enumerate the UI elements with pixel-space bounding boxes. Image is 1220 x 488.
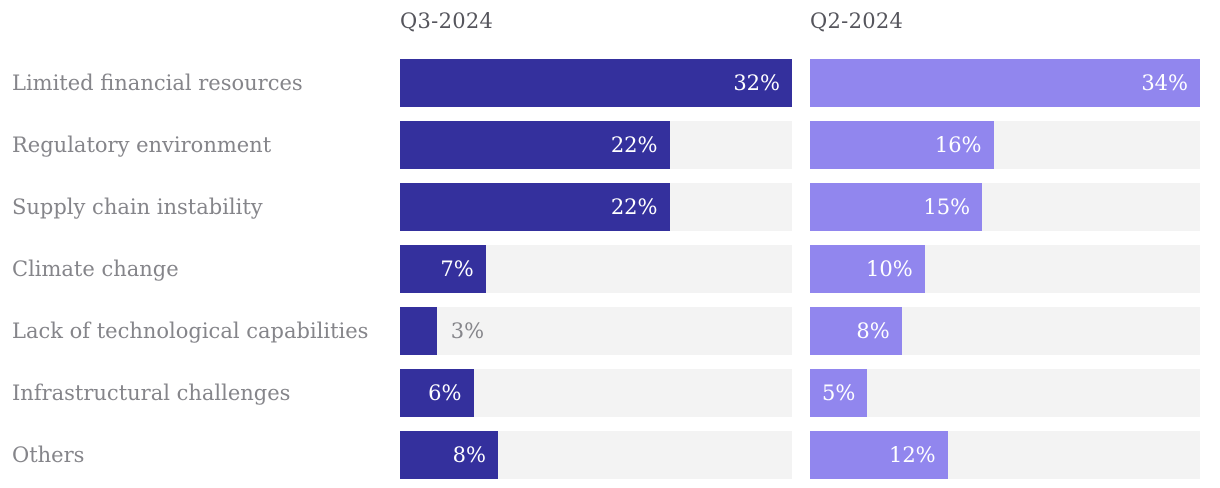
- value-label: 22%: [610, 133, 658, 157]
- category-label: Lack of technological capabilities: [12, 319, 369, 343]
- value-label: 34%: [1141, 71, 1188, 95]
- value-label: 3%: [450, 319, 485, 343]
- bar-track: 7%: [400, 245, 792, 293]
- bar-track: 3%: [400, 307, 792, 355]
- chart-row: Limited financial resources 32% 34%: [0, 52, 1220, 114]
- value-label: 7%: [440, 257, 474, 281]
- column-header-q2-2024: Q2-2024: [810, 9, 904, 33]
- bar-track: 15%: [810, 183, 1200, 231]
- bar-q2-2024: 16%: [810, 121, 994, 169]
- bar-track: 8%: [400, 431, 792, 479]
- value-label: 15%: [923, 195, 971, 219]
- bar-track: 8%: [810, 307, 1200, 355]
- value-label: 12%: [888, 443, 936, 467]
- column-gap: [792, 176, 810, 238]
- value-label: 10%: [866, 257, 913, 281]
- value-label: 6%: [428, 381, 462, 405]
- bar-q3-2024: 22%: [400, 183, 670, 231]
- chart-row: Lack of technological capabilities 3% 8%: [0, 300, 1220, 362]
- bar-q2-2024: 10%: [810, 245, 925, 293]
- column-gap: [792, 9, 810, 52]
- bar-q3-2024: 7%: [400, 245, 486, 293]
- bar-track: 34%: [810, 59, 1200, 107]
- category-label: Supply chain instability: [12, 195, 263, 219]
- value-label: 32%: [733, 71, 780, 95]
- value-label: 8%: [452, 443, 486, 467]
- bar-track: 22%: [400, 183, 792, 231]
- category-label: Regulatory environment: [12, 133, 272, 157]
- bar-q2-2024: 34%: [810, 59, 1200, 107]
- column-gap: [792, 300, 810, 362]
- column-gap: [792, 114, 810, 176]
- bar-rows-container: Limited financial resources 32% 34% Regulat…: [0, 52, 1220, 486]
- chart-row: Climate change 7% 10%: [0, 238, 1220, 300]
- bar-q3-2024: 6%: [400, 369, 474, 417]
- bar-q3-2024: 8%: [400, 431, 498, 479]
- column-gap: [792, 52, 810, 114]
- category-label: Climate change: [12, 257, 179, 281]
- bar-track: 32%: [400, 59, 792, 107]
- bar-q3-2024: 32%: [400, 59, 792, 107]
- bar-track: 12%: [810, 431, 1200, 479]
- bar-track: 6%: [400, 369, 792, 417]
- bar-q2-2024: 15%: [810, 183, 983, 231]
- bar-track: 16%: [810, 121, 1200, 169]
- chart-row: Others 8% 12%: [0, 424, 1220, 486]
- bar-track: 22%: [400, 121, 792, 169]
- category-label: Infrastructural challenges: [12, 381, 291, 405]
- value-label: 5%: [822, 381, 856, 405]
- column-headers-row: Q3-2024 Q2-2024: [0, 0, 1220, 52]
- bar-q3-2024: 22%: [400, 121, 670, 169]
- value-label: 22%: [610, 195, 658, 219]
- bar-q2-2024: 8%: [810, 307, 902, 355]
- value-label: 16%: [934, 133, 982, 157]
- category-label: Others: [12, 443, 85, 467]
- column-gap: [792, 424, 810, 486]
- column-header-q3-2024: Q3-2024: [400, 9, 494, 33]
- chart-row: Infrastructural challenges 6% 5%: [0, 362, 1220, 424]
- chart-row: Supply chain instability 22% 15%: [0, 176, 1220, 238]
- bar-q3-2024: [400, 307, 437, 355]
- value-label: 8%: [856, 319, 890, 343]
- chart-row: Regulatory environment 22% 16%: [0, 114, 1220, 176]
- bar-q2-2024: 5%: [810, 369, 868, 417]
- bar-track: 5%: [810, 369, 1200, 417]
- bar-q2-2024: 12%: [810, 431, 948, 479]
- column-gap: [792, 238, 810, 300]
- category-label: Limited financial resources: [12, 71, 303, 95]
- column-gap: [792, 362, 810, 424]
- bar-track: 10%: [810, 245, 1200, 293]
